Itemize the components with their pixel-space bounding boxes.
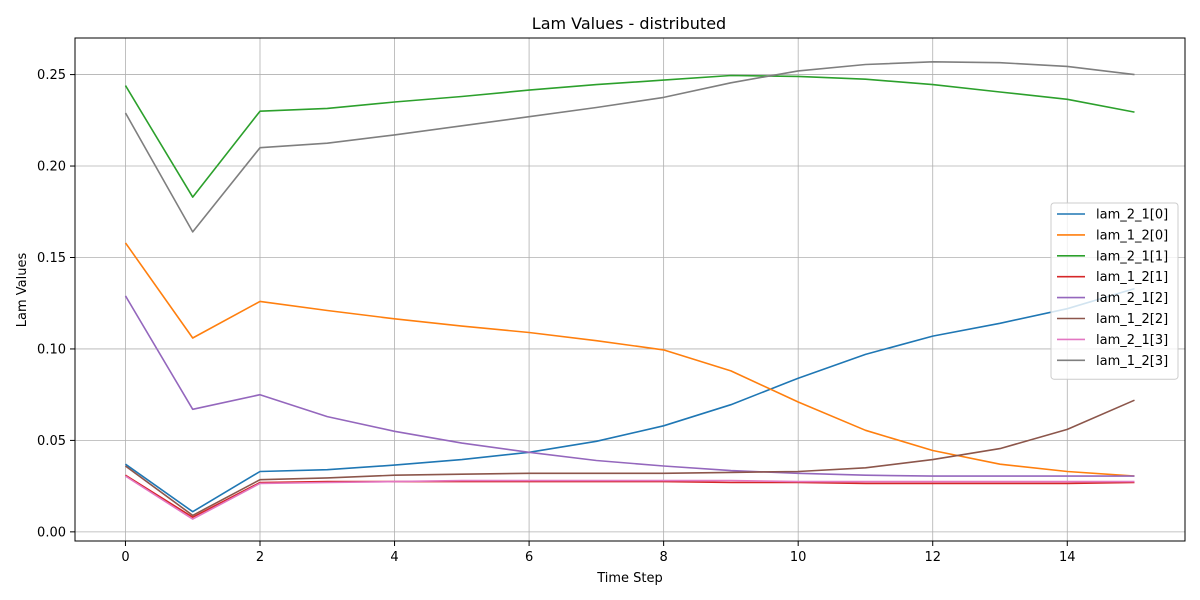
x-tick-label: 12 xyxy=(924,550,941,565)
series-line-7 xyxy=(124,60,1135,233)
x-tick-label: 10 xyxy=(790,550,807,565)
y-tick-label: 0.05 xyxy=(37,434,66,449)
legend-entry-label: lam_2_1[3] xyxy=(1096,333,1168,348)
y-axis-label: Lam Values xyxy=(15,253,30,328)
y-tick-label: 0.20 xyxy=(37,160,66,175)
series-line-0 xyxy=(125,287,1135,513)
plot-area-frame xyxy=(74,37,1186,542)
legend-entry-label: lam_1_2[2] xyxy=(1096,312,1168,327)
legend-entry-label: lam_2_1[0] xyxy=(1096,208,1168,223)
x-tick-label: 2 xyxy=(256,550,264,565)
x-axis-ticks: 0 2 4 6 8 10 12 14 xyxy=(121,541,1076,565)
legend-entry-label: lam_1_2[0] xyxy=(1096,228,1168,243)
x-axis-label: Time Step xyxy=(596,571,663,586)
x-tick-label: 4 xyxy=(390,550,398,565)
y-axis-ticks: 0.00 0.05 0.10 0.15 0.20 0.25 xyxy=(37,68,75,540)
series-line-3 xyxy=(125,474,1135,519)
series-line-2 xyxy=(124,74,1135,198)
x-tick-label: 0 xyxy=(121,550,129,565)
x-tick-label: 8 xyxy=(659,550,667,565)
series-line-4 xyxy=(124,295,1135,477)
legend-box xyxy=(1050,202,1179,380)
legend-entry-label: lam_2_1[2] xyxy=(1096,291,1168,306)
legend-entry-label: lam_1_2[1] xyxy=(1096,270,1168,285)
series-line-1 xyxy=(124,242,1135,477)
grid-lines xyxy=(75,38,1185,541)
series-line-6 xyxy=(125,475,1135,520)
x-tick-label: 14 xyxy=(1059,550,1076,565)
legend: lam_2_1[0] lam_1_2[0] lam_2_1[1] lam_1_2[1]… xyxy=(1050,202,1179,380)
y-tick-label: 0.00 xyxy=(37,525,66,540)
legend-entry-label: lam_2_1[1] xyxy=(1096,249,1168,264)
y-tick-label: 0.15 xyxy=(37,251,66,266)
legend-entry-label: lam_1_2[3] xyxy=(1096,354,1168,369)
series-lines xyxy=(124,60,1135,520)
chart-title: Lam Values - distributed xyxy=(532,14,726,33)
y-tick-label: 0.25 xyxy=(37,68,66,83)
x-tick-label: 6 xyxy=(525,550,533,565)
series-line-5 xyxy=(125,399,1135,517)
y-tick-label: 0.10 xyxy=(37,342,66,357)
